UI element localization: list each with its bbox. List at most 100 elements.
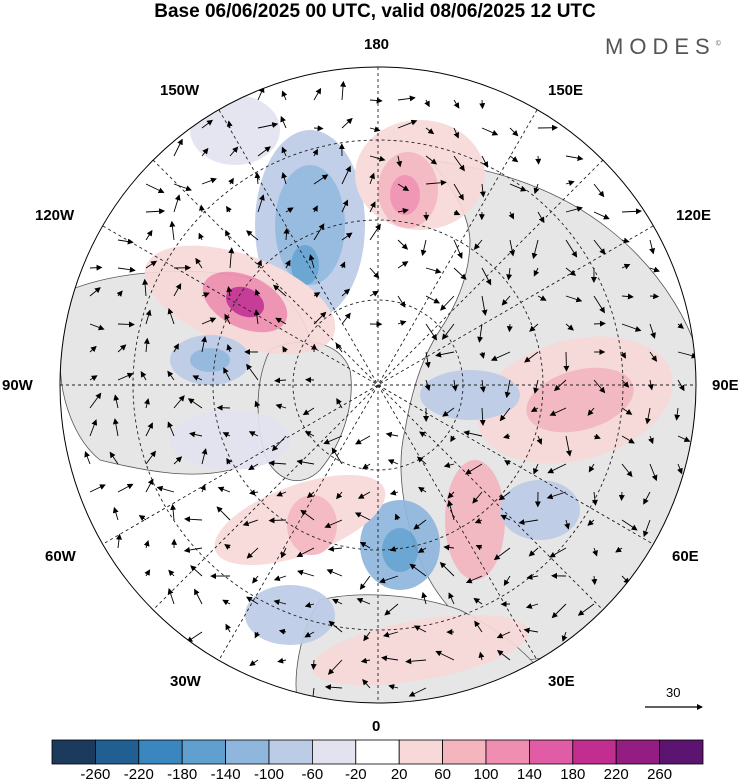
wind-vector <box>387 459 399 465</box>
wind-vector <box>173 395 185 409</box>
wind-vector <box>216 506 231 521</box>
wind-vector <box>389 545 399 552</box>
wind-vector <box>273 284 287 297</box>
wind-vector <box>313 125 324 132</box>
wind-vector <box>369 290 379 297</box>
colorbar-tick-label: 260 <box>647 766 673 783</box>
wind-vector <box>195 257 203 269</box>
wind-vector <box>533 463 539 475</box>
wind-vector <box>198 232 204 241</box>
wind-vector <box>421 591 428 605</box>
wind-vector <box>229 146 239 157</box>
wind-vector <box>506 323 513 333</box>
wind-vector <box>143 540 150 549</box>
wind-vector <box>173 138 183 157</box>
lon-label-60w: 60W <box>45 548 76 565</box>
wind-vector <box>117 483 134 493</box>
wind-vector <box>649 463 658 482</box>
wind-vector <box>192 375 203 381</box>
wind-vector <box>481 127 499 136</box>
reference-vector-label: 30 <box>666 685 681 700</box>
wind-vector <box>242 519 259 527</box>
wind-vector <box>257 86 265 101</box>
wind-vector <box>533 267 540 277</box>
wind-vector <box>278 628 287 635</box>
wind-vector <box>677 435 691 442</box>
wind-vector <box>89 392 102 409</box>
wind-vector <box>417 547 427 553</box>
wind-vector <box>312 205 318 213</box>
wind-vector <box>453 99 460 109</box>
wind-vector <box>649 351 658 362</box>
wind-vector <box>226 344 233 353</box>
wind-vector <box>479 99 486 110</box>
wind-vector <box>304 631 315 638</box>
wind-vector <box>362 463 371 470</box>
wind-vector <box>479 379 486 393</box>
wind-vector <box>396 155 403 168</box>
wind-vector <box>145 260 158 269</box>
wind-vector <box>143 337 150 353</box>
wind-vector <box>369 201 376 213</box>
wind-vector <box>453 267 467 280</box>
wind-vector <box>425 267 442 274</box>
wind-vector <box>360 657 371 664</box>
wind-vector <box>170 503 177 521</box>
wind-vector <box>424 99 430 108</box>
wind-vector <box>145 450 156 465</box>
wind-vector <box>280 115 287 129</box>
wind-vector <box>591 491 598 506</box>
wind-vector <box>526 574 539 580</box>
wind-vector <box>528 547 539 557</box>
wind-vector <box>282 345 289 353</box>
colorbar-tick-label: -220 <box>123 766 154 783</box>
wind-vector <box>275 403 287 410</box>
wind-vector <box>226 457 232 465</box>
wind-vector <box>275 317 287 325</box>
wind-vector <box>551 603 567 619</box>
wind-vector <box>561 631 568 642</box>
wind-vector <box>453 183 464 201</box>
wind-vector <box>649 323 656 339</box>
wind-vector <box>257 122 279 129</box>
wind-vector <box>503 575 511 587</box>
wind-vector <box>443 462 455 468</box>
wind-vector <box>397 183 410 192</box>
wind-vector <box>379 575 399 584</box>
wind-vector <box>369 172 375 185</box>
wind-vector <box>563 351 570 372</box>
wind-vector <box>425 127 435 135</box>
wind-vector <box>549 547 567 558</box>
wind-vector <box>224 313 231 325</box>
lon-label-30e: 30E <box>548 673 575 690</box>
wind-vector <box>328 620 343 633</box>
wind-vector <box>549 407 567 416</box>
wind-vector <box>362 679 371 689</box>
wind-vector <box>117 372 134 381</box>
wind-vector <box>481 267 492 286</box>
wind-vector <box>198 204 205 213</box>
wind-vector <box>369 223 381 241</box>
wind-vector <box>523 627 539 634</box>
wind-vector <box>308 254 315 269</box>
wind-vector <box>113 394 120 409</box>
wind-vector <box>593 320 606 327</box>
wind-vector <box>621 463 633 478</box>
wind-vector <box>500 514 511 521</box>
wind-vector <box>313 223 325 241</box>
wind-vector <box>109 451 119 465</box>
wind-vector <box>201 119 213 129</box>
wind-vector <box>435 650 455 661</box>
wind-vector <box>273 575 287 582</box>
wind-vector <box>479 351 486 359</box>
wind-vector <box>565 267 577 276</box>
wind-vector <box>117 238 134 245</box>
colorbar-tick-label: -20 <box>344 766 367 783</box>
wind-vector <box>223 367 231 381</box>
wind-vector <box>508 211 515 220</box>
wind-vector <box>592 547 598 557</box>
wind-vector <box>649 266 660 273</box>
wind-vector <box>405 658 427 665</box>
wind-vector <box>145 229 153 241</box>
wind-vector <box>645 407 651 425</box>
